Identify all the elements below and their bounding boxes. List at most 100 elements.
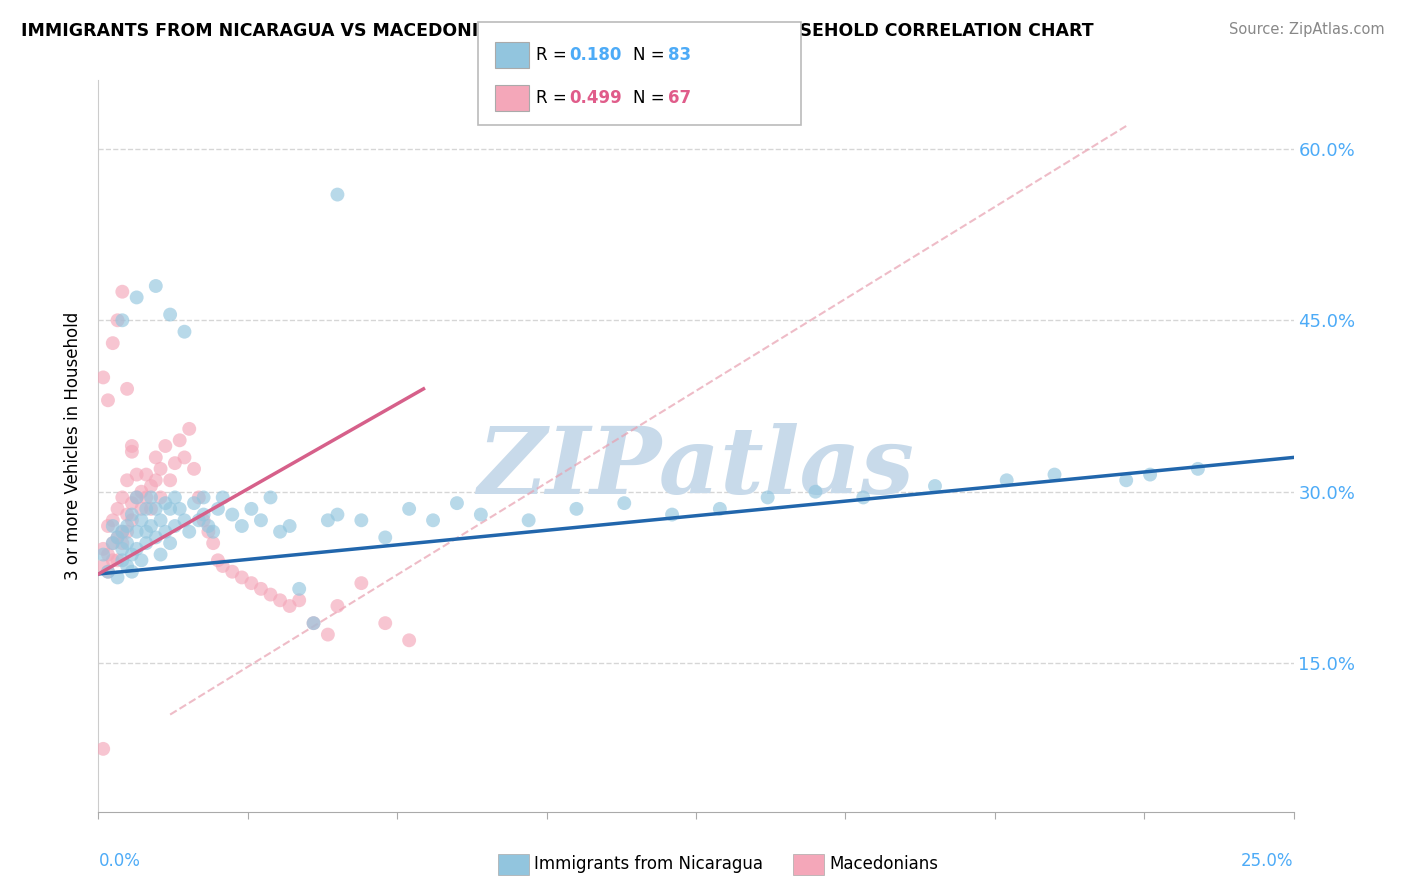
Point (91, 559, 114, 574)
Point (115, 524, 138, 539)
Text: Macedonians: Macedonians (830, 855, 939, 873)
Point (422, 513, 444, 527)
Point (326, 599, 349, 613)
Point (470, 508, 492, 522)
Point (924, 479, 946, 493)
Point (804, 484, 827, 499)
Point (135, 467, 157, 482)
Point (121, 513, 143, 527)
Point (197, 524, 219, 539)
Point (1139, 467, 1161, 482)
Point (661, 508, 683, 522)
Point (139, 491, 162, 505)
Point (517, 513, 540, 527)
Point (163, 456, 186, 470)
Point (125, 541, 148, 556)
Point (107, 530, 129, 544)
Point (107, 553, 129, 567)
Point (121, 439, 143, 453)
Point (91, 541, 114, 556)
Point (121, 444, 143, 458)
Point (240, 501, 263, 516)
Point (135, 536, 157, 550)
Point (211, 559, 233, 574)
Point (207, 553, 229, 567)
Point (231, 570, 253, 584)
Point (169, 501, 191, 516)
Point (101, 513, 124, 527)
Point (326, 187, 349, 202)
Text: ZIPatlas: ZIPatlas (478, 423, 914, 513)
Point (302, 616, 325, 631)
Point (145, 450, 167, 465)
Point (149, 513, 172, 527)
Point (91, 370, 114, 384)
Point (125, 491, 148, 505)
Point (316, 513, 339, 527)
Point (250, 513, 273, 527)
Point (756, 491, 779, 505)
Point (187, 513, 209, 527)
Point (269, 524, 291, 539)
Point (269, 593, 291, 607)
Point (193, 508, 215, 522)
Point (155, 524, 177, 539)
Point (159, 536, 181, 550)
Point (139, 479, 162, 493)
Point (135, 524, 157, 539)
Point (250, 582, 273, 596)
Text: N =: N = (633, 89, 669, 107)
Point (221, 508, 243, 522)
Point (115, 536, 138, 550)
Point (115, 473, 138, 487)
Point (288, 582, 311, 596)
Point (374, 616, 396, 631)
Text: N =: N = (633, 46, 669, 64)
Point (111, 553, 134, 567)
Point (163, 491, 186, 505)
Point (613, 496, 636, 510)
Point (326, 508, 349, 522)
Point (111, 313, 134, 327)
Point (111, 285, 134, 299)
Point (125, 491, 148, 505)
Point (145, 501, 167, 516)
Point (107, 570, 129, 584)
Point (159, 473, 181, 487)
Point (207, 501, 229, 516)
Point (155, 496, 177, 510)
Point (131, 553, 153, 567)
Point (131, 484, 153, 499)
Point (288, 593, 311, 607)
Point (211, 491, 233, 505)
Point (995, 473, 1018, 487)
Point (173, 325, 195, 339)
Point (149, 462, 172, 476)
Point (111, 536, 134, 550)
Text: 67: 67 (668, 89, 690, 107)
Point (1187, 462, 1209, 476)
Point (91, 548, 114, 562)
Point (565, 501, 588, 516)
Point (193, 513, 215, 527)
Point (149, 548, 172, 562)
Point (125, 467, 148, 482)
Point (97, 519, 120, 533)
Point (139, 501, 162, 516)
Point (111, 524, 134, 539)
Point (97, 393, 120, 408)
Text: 83: 83 (668, 46, 690, 64)
Point (179, 422, 201, 436)
Point (131, 501, 153, 516)
Point (173, 450, 195, 465)
Point (111, 541, 134, 556)
Point (135, 491, 157, 505)
Point (155, 439, 177, 453)
Point (125, 290, 148, 304)
Point (101, 519, 124, 533)
Point (398, 633, 420, 648)
Point (221, 565, 243, 579)
Text: Source: ZipAtlas.com: Source: ZipAtlas.com (1229, 22, 1385, 37)
Text: 0.180: 0.180 (569, 46, 621, 64)
Point (202, 536, 225, 550)
